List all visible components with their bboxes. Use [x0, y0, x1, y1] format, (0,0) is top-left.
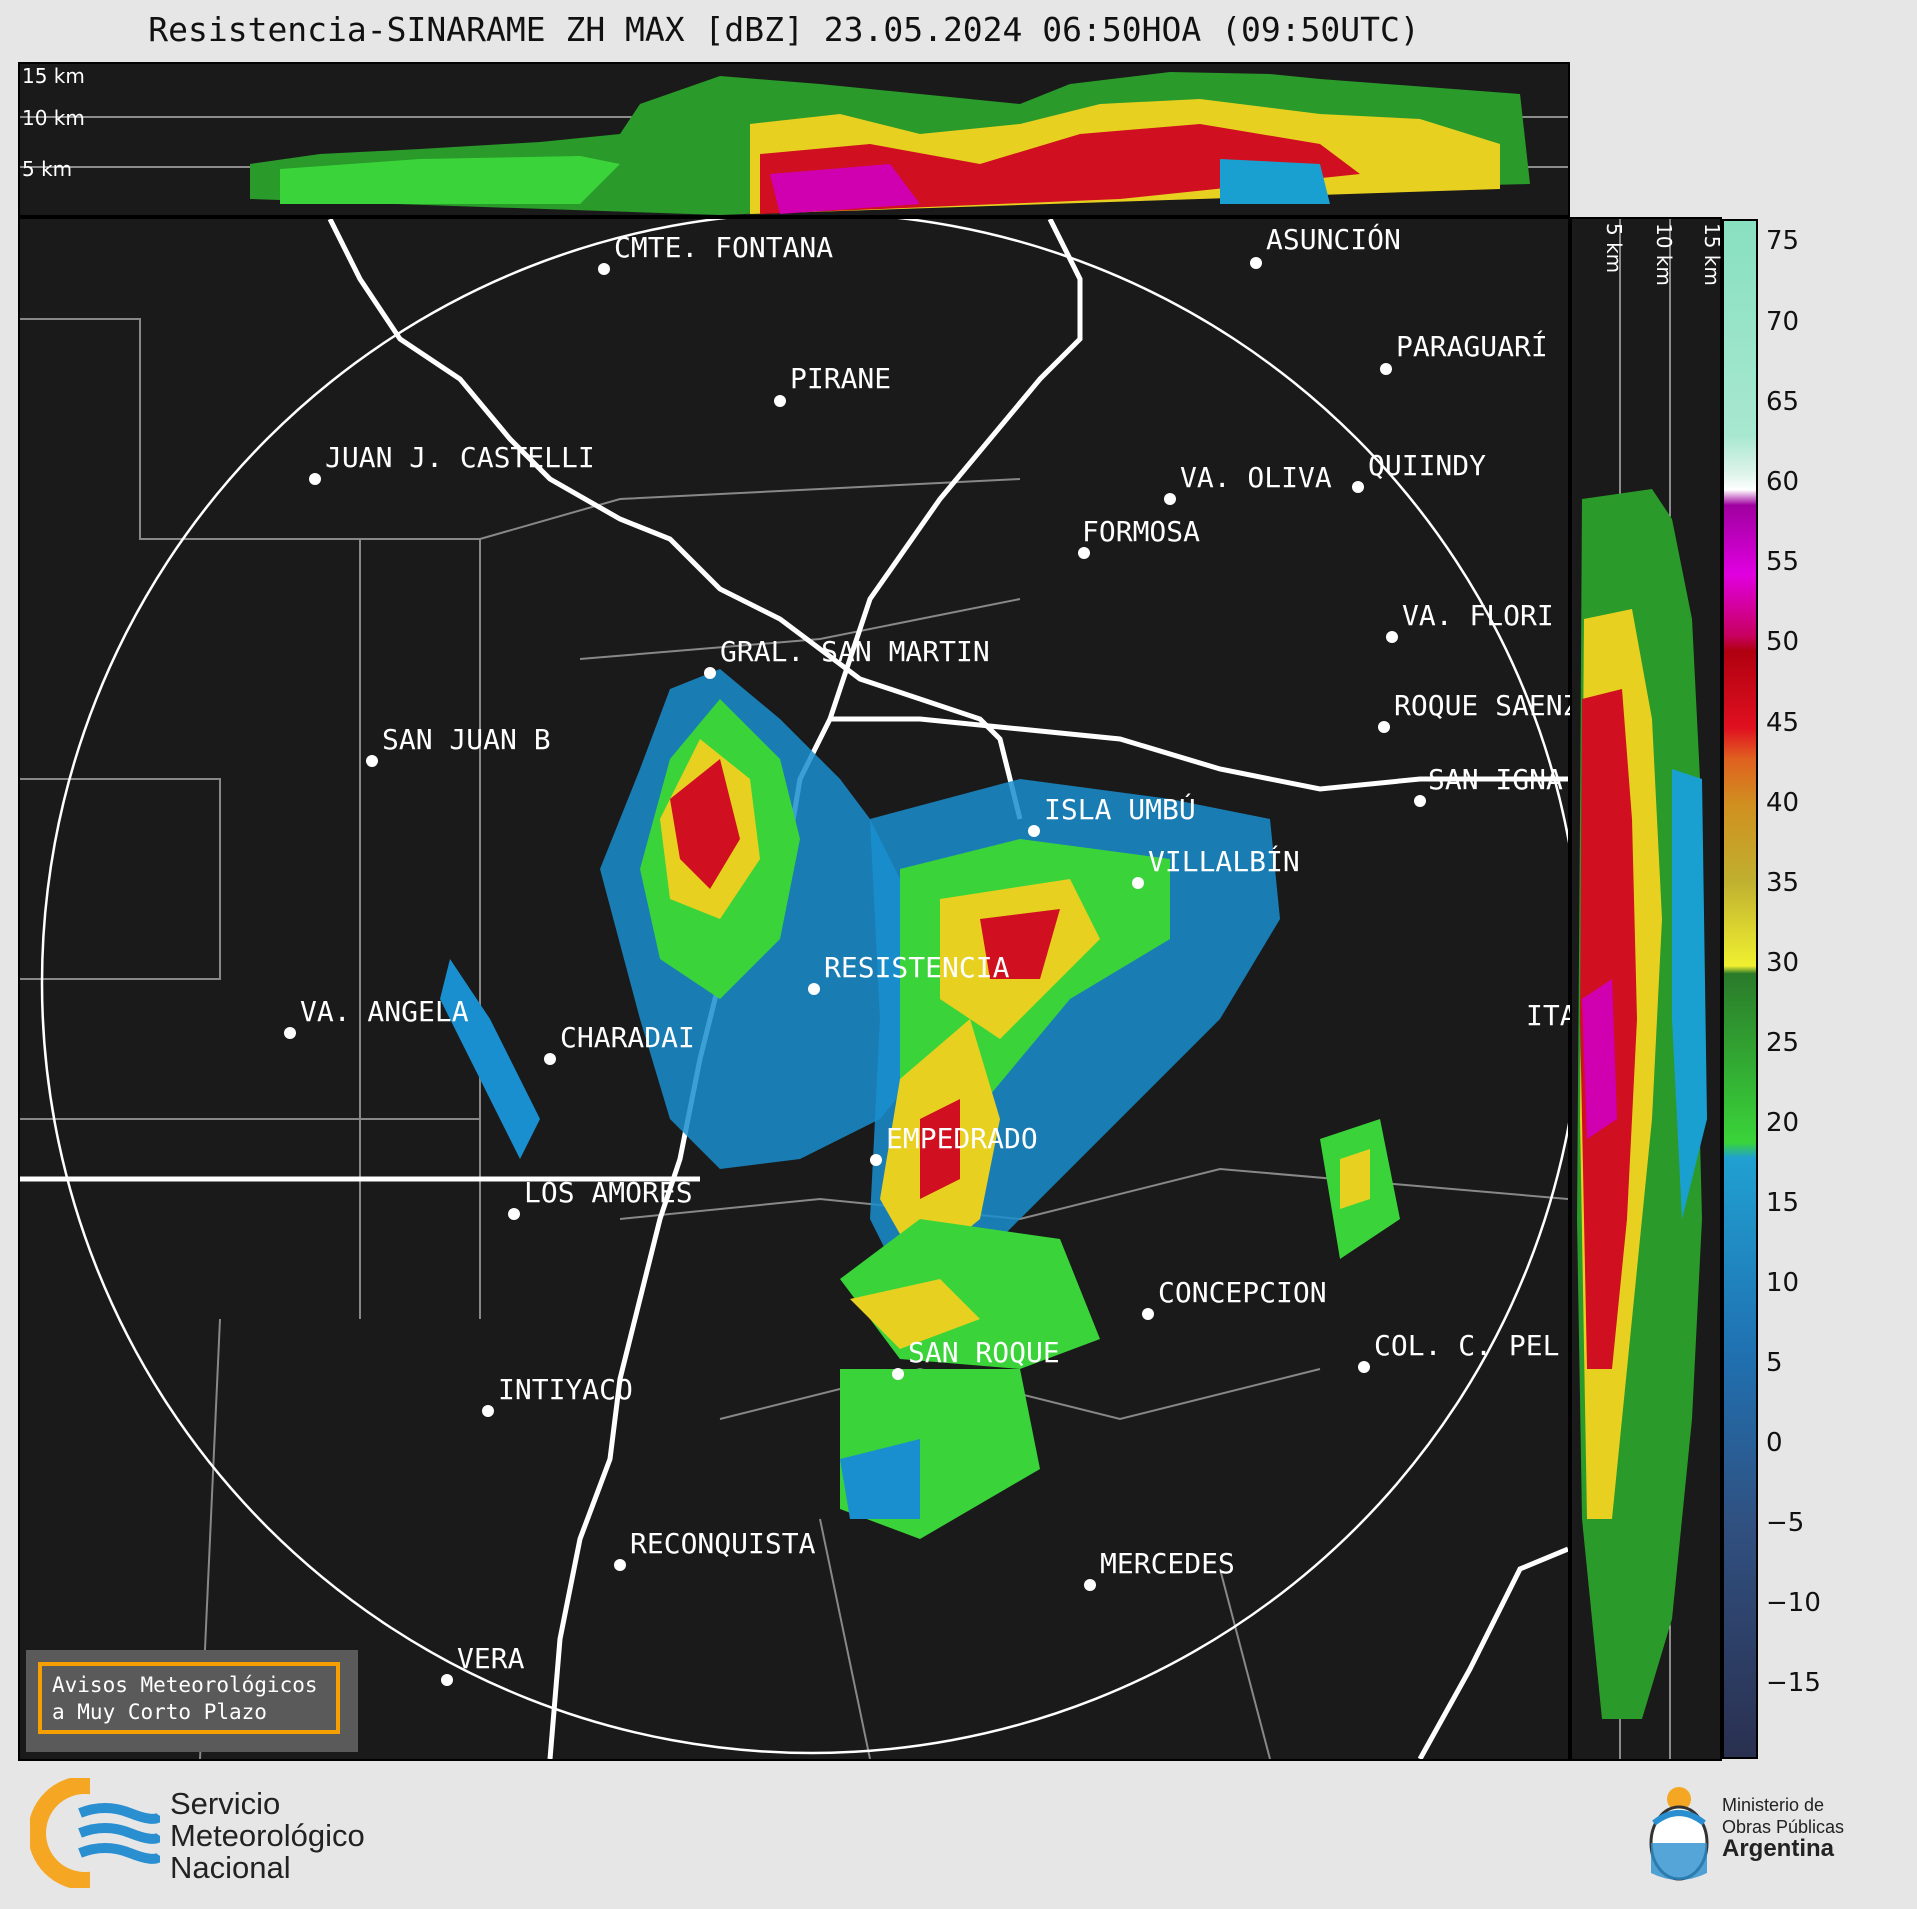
city-label-villalbin: VILLALBÍN [1148, 845, 1300, 878]
colorbar-tick: 30 [1766, 948, 1800, 978]
smn-line1: Servicio [170, 1786, 281, 1821]
city-label-resistencia: RESISTENCIA [824, 951, 1010, 984]
city-label-gral-san-martin: GRAL. SAN MARTIN [720, 635, 990, 668]
city-markers [284, 257, 1426, 1686]
city-label-reconquista: RECONQUISTA [630, 1527, 816, 1560]
city-label-va-flori: VA. FLORI [1402, 599, 1554, 632]
city-label-isla-umbu: ISLA UMBÚ [1044, 793, 1196, 826]
colorbar-tick: 20 [1766, 1108, 1800, 1138]
city-label-san-igna: SAN IGNA [1428, 763, 1563, 796]
smn-logo-text: Servicio Meteorológico Nacional [170, 1788, 365, 1884]
top-height-profile: 15 km 10 km 5 km [18, 62, 1570, 217]
side-altitude-5km: 5 km [1602, 223, 1626, 274]
dbz-colorbar [1722, 219, 1758, 1759]
colorbar-tick: 45 [1766, 708, 1800, 738]
colorbar-tick: 15 [1766, 1188, 1800, 1218]
altitude-label-15km: 15 km [22, 64, 85, 88]
colorbar-tick: −10 [1766, 1588, 1821, 1618]
colorbar-tick: 35 [1766, 868, 1800, 898]
gov-line3: Argentina [1722, 1835, 1835, 1862]
city-label-roque-saenz-pena: SAN JUAN B [382, 723, 551, 756]
colorbar-tick: 5 [1766, 1348, 1783, 1378]
aviso-line1: Avisos Meteorológicos [52, 1673, 318, 1697]
aviso-line2: a Muy Corto Plazo [52, 1700, 267, 1724]
city-label-formosa: FORMOSA [1082, 515, 1201, 548]
altitude-label-5km: 5 km [22, 157, 73, 181]
colorbar-tick: 75 [1766, 226, 1800, 256]
side-altitude-15km: 15 km [1700, 223, 1724, 286]
side-altitude-10km: 10 km [1652, 223, 1676, 286]
colorbar-tick: −5 [1766, 1508, 1805, 1538]
city-label-pirane: PIRANE [790, 362, 892, 395]
city-label-ita: ITA [1526, 999, 1577, 1032]
side-height-profile: 5 km 10 km 15 km [1570, 217, 1724, 1761]
radar-map: CMTE. FONTANA PIRANE JUAN J. CASTELLI AS… [18, 217, 1664, 1761]
colorbar-tick: −15 [1766, 1668, 1821, 1698]
city-label-intiyaco: INTIYACO [498, 1373, 633, 1406]
gov-line1: Ministerio de [1722, 1795, 1825, 1815]
colorbar-tick: 10 [1766, 1268, 1800, 1298]
aviso-panel[interactable]: Avisos Meteorológicos a Muy Corto Plazo [26, 1650, 358, 1752]
colorbar-tick: 65 [1766, 387, 1800, 417]
city-label-asuncion: ASUNCIÓN [1266, 223, 1401, 256]
city-label-mercedes: MERCEDES [1100, 1547, 1235, 1580]
colorbar-tick: 60 [1766, 467, 1800, 497]
map-title: Resistencia-SINARAME ZH MAX [dBZ] 23.05.… [148, 10, 1420, 49]
colorbar-tick: 55 [1766, 547, 1800, 577]
city-label-va-angela: VA. ANGELA [300, 995, 469, 1028]
altitude-label-10km: 10 km [22, 106, 85, 130]
city-label-empedrado: EMPEDRADO [886, 1122, 1038, 1155]
range-ring [40, 219, 1568, 1755]
smn-logo-icon [28, 1776, 165, 1892]
colorbar-tick: 50 [1766, 627, 1800, 657]
radar-echoes [440, 669, 1400, 1539]
city-label-vera: VERA [457, 1642, 525, 1675]
city-label-los-amores: LOS AMORES [524, 1176, 693, 1209]
colorbar-tick: 70 [1766, 307, 1800, 337]
city-label-quiindy: QUIINDY [1368, 449, 1487, 482]
city-label-cmte-fontana: CMTE. FONTANA [614, 231, 834, 264]
colorbar-tick: 40 [1766, 788, 1800, 818]
city-label-concepcion: CONCEPCION [1158, 1276, 1327, 1309]
ministry-label: Ministerio de Obras Públicas Argentina [1722, 1794, 1845, 1862]
smn-line3: Nacional [170, 1850, 291, 1885]
city-label-san-roque: SAN ROQUE [908, 1336, 1060, 1369]
gov-line2: Obras Públicas [1722, 1817, 1845, 1837]
aviso-link[interactable]: Avisos Meteorológicos a Muy Corto Plazo [38, 1662, 340, 1734]
colorbar-tick: 25 [1766, 1028, 1800, 1058]
city-label-col-c-pel: COL. C. PEL [1374, 1329, 1560, 1362]
colorbar-tick: 0 [1766, 1428, 1783, 1458]
city-label-charadai: CHARADAI [560, 1021, 695, 1054]
city-label-va-oliva: VA. OLIVA [1180, 461, 1332, 494]
smn-line2: Meteorológico [170, 1818, 365, 1853]
city-label-paraguari: PARAGUARÍ [1396, 330, 1548, 363]
argentina-coat-of-arms-icon [1642, 1783, 1716, 1891]
city-label-juan-j-castelli: JUAN J. CASTELLI [325, 441, 595, 474]
